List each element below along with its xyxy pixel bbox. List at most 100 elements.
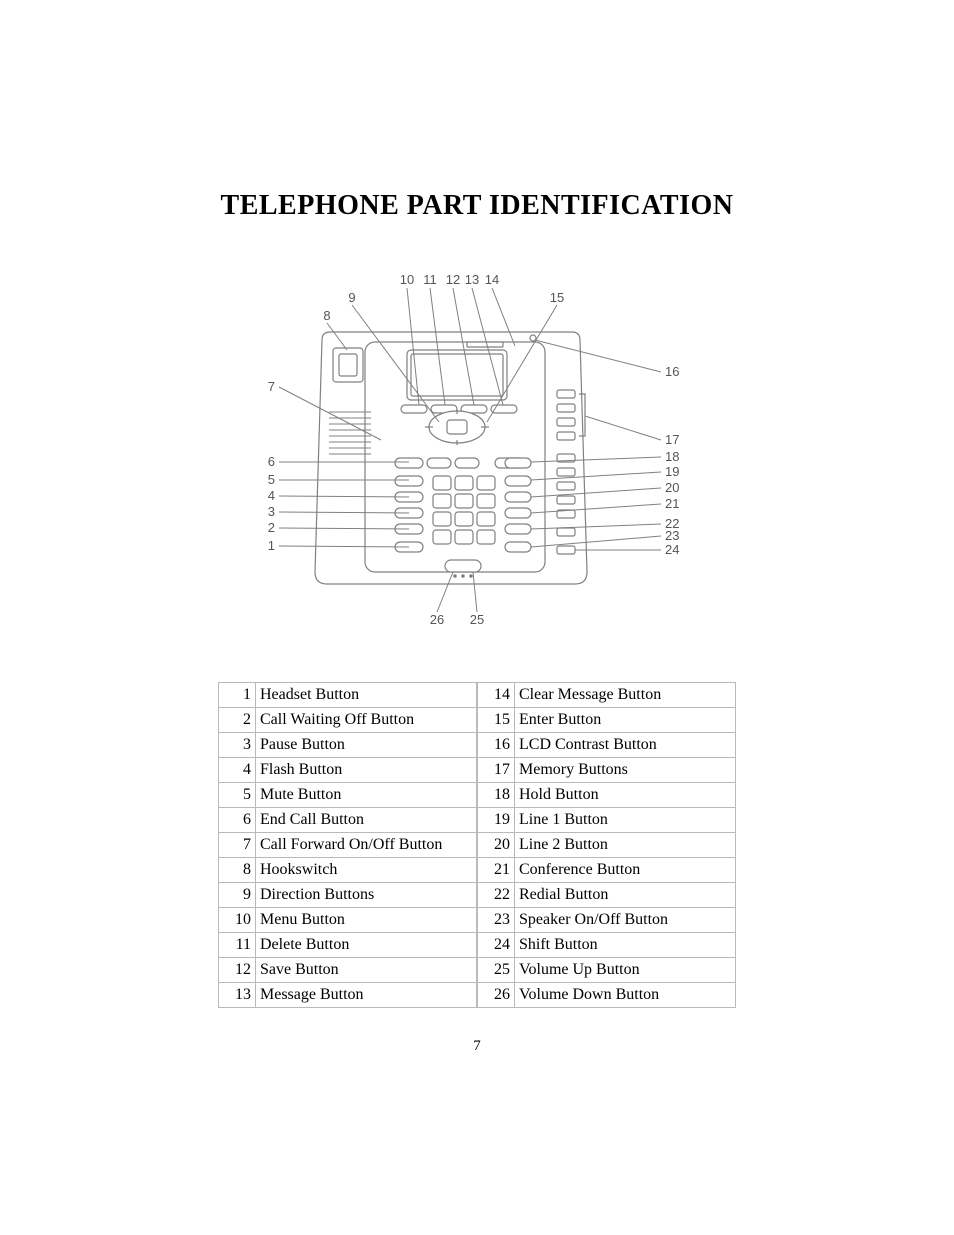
part-label: Conference Button <box>515 858 736 883</box>
part-number: 5 <box>219 783 256 808</box>
part-number: 24 <box>478 933 515 958</box>
page-title: TELEPHONE PART IDENTIFICATION <box>0 190 954 222</box>
document-page: TELEPHONE PART IDENTIFICATION <box>0 0 954 1235</box>
part-number: 25 <box>478 958 515 983</box>
callout-label: 25 <box>470 612 484 627</box>
part-label: Pause Button <box>256 733 477 758</box>
callout-label: 7 <box>268 379 275 394</box>
part-number: 9 <box>219 883 256 908</box>
callout-label: 19 <box>665 464 679 479</box>
part-label: Memory Buttons <box>515 758 736 783</box>
table-row: 7Call Forward On/Off Button <box>219 833 477 858</box>
table-row: 21Conference Button <box>478 858 736 883</box>
parts-table-right: 14Clear Message Button15Enter Button16LC… <box>477 682 736 1008</box>
part-label: Call Waiting Off Button <box>256 708 477 733</box>
table-row: 20Line 2 Button <box>478 833 736 858</box>
part-number: 21 <box>478 858 515 883</box>
table-row: 6End Call Button <box>219 808 477 833</box>
callout-label: 14 <box>485 272 499 287</box>
part-label: Enter Button <box>515 708 736 733</box>
table-row: 26Volume Down Button <box>478 983 736 1008</box>
table-row: 15Enter Button <box>478 708 736 733</box>
part-number: 7 <box>219 833 256 858</box>
callout-label: 20 <box>665 480 679 495</box>
part-label: Hookswitch <box>256 858 477 883</box>
callout-label: 4 <box>268 488 275 503</box>
table-row: 25Volume Up Button <box>478 958 736 983</box>
callout-label: 26 <box>430 612 444 627</box>
callout-label: 5 <box>268 472 275 487</box>
part-number: 26 <box>478 983 515 1008</box>
parts-tables: 1Headset Button2Call Waiting Off Button3… <box>0 682 954 1008</box>
callout-label: 10 <box>400 272 414 287</box>
part-number: 14 <box>478 683 515 708</box>
part-number: 20 <box>478 833 515 858</box>
part-number: 23 <box>478 908 515 933</box>
callout-label: 16 <box>665 364 679 379</box>
part-label: Mute Button <box>256 783 477 808</box>
part-label: Message Button <box>256 983 477 1008</box>
part-label: Menu Button <box>256 908 477 933</box>
table-row: 5Mute Button <box>219 783 477 808</box>
table-row: 3Pause Button <box>219 733 477 758</box>
callout-label: 17 <box>665 432 679 447</box>
callout-label: 18 <box>665 449 679 464</box>
table-row: 23Speaker On/Off Button <box>478 908 736 933</box>
telephone-diagram: 1011121314891576543211617181920212223242… <box>267 272 687 642</box>
part-label: Speaker On/Off Button <box>515 908 736 933</box>
part-number: 15 <box>478 708 515 733</box>
part-number: 4 <box>219 758 256 783</box>
table-row: 8Hookswitch <box>219 858 477 883</box>
diagram-container: 1011121314891576543211617181920212223242… <box>0 272 954 642</box>
table-row: 14Clear Message Button <box>478 683 736 708</box>
callout-label: 23 <box>665 528 679 543</box>
part-number: 8 <box>219 858 256 883</box>
table-row: 1Headset Button <box>219 683 477 708</box>
part-number: 12 <box>219 958 256 983</box>
callout-label: 13 <box>465 272 479 287</box>
part-label: Line 1 Button <box>515 808 736 833</box>
part-number: 16 <box>478 733 515 758</box>
part-number: 1 <box>219 683 256 708</box>
callout-label: 12 <box>446 272 460 287</box>
part-number: 3 <box>219 733 256 758</box>
table-row: 12Save Button <box>219 958 477 983</box>
part-label: Headset Button <box>256 683 477 708</box>
callout-label: 15 <box>550 290 564 305</box>
part-number: 18 <box>478 783 515 808</box>
table-row: 18Hold Button <box>478 783 736 808</box>
part-label: Shift Button <box>515 933 736 958</box>
table-row: 10Menu Button <box>219 908 477 933</box>
part-label: Redial Button <box>515 883 736 908</box>
part-number: 22 <box>478 883 515 908</box>
callout-label: 2 <box>268 520 275 535</box>
part-number: 17 <box>478 758 515 783</box>
callout-label: 8 <box>323 308 330 323</box>
callout-label: 3 <box>268 504 275 519</box>
callout-label: 1 <box>268 538 275 553</box>
part-label: Line 2 Button <box>515 833 736 858</box>
part-label: Delete Button <box>256 933 477 958</box>
part-number: 19 <box>478 808 515 833</box>
part-label: Clear Message Button <box>515 683 736 708</box>
part-number: 2 <box>219 708 256 733</box>
part-number: 6 <box>219 808 256 833</box>
part-number: 11 <box>219 933 256 958</box>
table-row: 16LCD Contrast Button <box>478 733 736 758</box>
part-label: Save Button <box>256 958 477 983</box>
callout-label: 21 <box>665 496 679 511</box>
table-row: 19Line 1 Button <box>478 808 736 833</box>
parts-table-left: 1Headset Button2Call Waiting Off Button3… <box>218 682 477 1008</box>
part-label: Call Forward On/Off Button <box>256 833 477 858</box>
part-number: 10 <box>219 908 256 933</box>
callout-label: 24 <box>665 542 679 557</box>
page-number: 7 <box>0 1038 954 1055</box>
table-row: 9Direction Buttons <box>219 883 477 908</box>
callout-label: 11 <box>423 272 437 287</box>
callout-label: 9 <box>348 290 355 305</box>
part-label: Flash Button <box>256 758 477 783</box>
callout-label: 6 <box>268 454 275 469</box>
table-row: 22Redial Button <box>478 883 736 908</box>
part-label: Direction Buttons <box>256 883 477 908</box>
part-label: LCD Contrast Button <box>515 733 736 758</box>
